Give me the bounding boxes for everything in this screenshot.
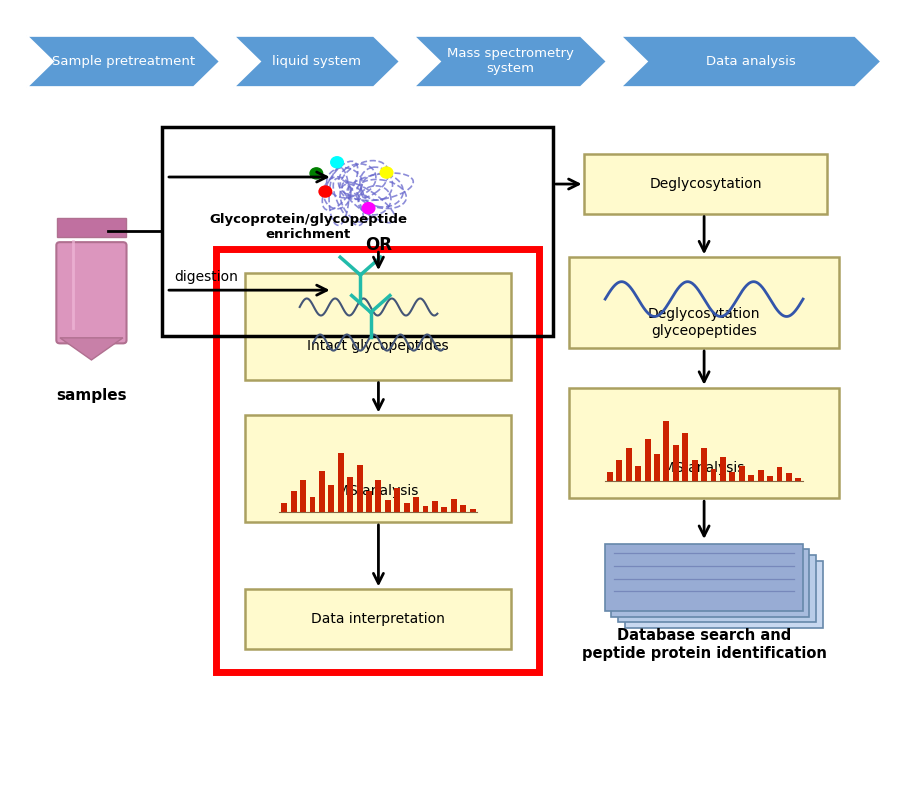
Bar (366, 491, 372, 512)
Polygon shape (233, 36, 400, 87)
Bar (611, 550, 809, 617)
Bar (569, 257, 839, 348)
Bar (432, 502, 438, 512)
Text: MS analysis: MS analysis (337, 484, 419, 498)
Polygon shape (26, 36, 220, 87)
Text: Deglycosytation
glyceopeptides: Deglycosytation glyceopeptides (647, 308, 760, 337)
Bar (469, 509, 476, 512)
Bar (347, 476, 353, 512)
Bar (57, 217, 125, 237)
Text: Glycoprotein/glycopeptide
enrichment: Glycoprotein/glycopeptide enrichment (209, 213, 408, 241)
Circle shape (310, 168, 322, 179)
Bar (422, 507, 429, 512)
Bar (617, 555, 815, 622)
Text: MS analysis: MS analysis (664, 461, 745, 475)
Bar (748, 475, 755, 480)
Polygon shape (60, 338, 123, 360)
Circle shape (380, 167, 393, 178)
Bar (245, 589, 510, 649)
Text: Data interpretation: Data interpretation (311, 612, 445, 626)
Bar (310, 497, 315, 512)
Text: samples: samples (56, 388, 127, 403)
Bar (413, 497, 419, 512)
Bar (767, 475, 773, 480)
Bar (451, 499, 457, 512)
Bar (645, 439, 650, 480)
Bar (682, 433, 688, 480)
Bar (281, 503, 287, 512)
Text: liquid system: liquid system (272, 55, 361, 68)
Text: Intact glycopeptides: Intact glycopeptides (307, 339, 449, 353)
Circle shape (362, 203, 375, 213)
Text: Mass spectrometry
system: Mass spectrometry system (447, 47, 574, 75)
Bar (319, 471, 325, 512)
Text: OR: OR (365, 237, 392, 254)
Circle shape (319, 186, 331, 197)
Text: digestion: digestion (174, 270, 239, 284)
Bar (569, 388, 839, 499)
Bar (441, 507, 448, 512)
Bar (739, 466, 745, 480)
Polygon shape (620, 36, 882, 87)
Bar (664, 421, 669, 480)
Bar (729, 471, 735, 480)
Bar (625, 561, 823, 628)
Bar (776, 467, 783, 480)
Bar (245, 415, 510, 522)
Bar (357, 465, 362, 512)
Bar (605, 544, 803, 611)
Bar (245, 273, 510, 380)
Bar (300, 479, 306, 512)
Bar (162, 127, 553, 336)
Circle shape (331, 157, 343, 168)
Bar (385, 500, 390, 512)
Polygon shape (413, 36, 607, 87)
Bar (215, 249, 539, 672)
Bar (291, 491, 297, 512)
Bar (673, 445, 679, 480)
Bar (617, 459, 622, 480)
Bar (585, 154, 827, 213)
Text: Sample pretreatment: Sample pretreatment (52, 55, 195, 68)
Bar (701, 448, 707, 480)
Bar (607, 471, 613, 480)
Bar (786, 474, 792, 480)
Bar (711, 469, 716, 480)
Bar (394, 488, 400, 512)
Bar (404, 503, 410, 512)
Text: Database search and
peptide protein identification: Database search and peptide protein iden… (582, 628, 826, 661)
Text: Data analysis: Data analysis (706, 55, 795, 68)
Bar (757, 470, 764, 480)
FancyBboxPatch shape (56, 242, 126, 344)
Bar (692, 459, 697, 480)
Bar (720, 457, 725, 480)
Bar (636, 466, 641, 480)
Bar (338, 453, 343, 512)
Bar (329, 486, 334, 512)
Bar (795, 478, 801, 480)
Bar (376, 479, 381, 512)
Bar (460, 505, 466, 512)
Text: Deglycosytation: Deglycosytation (649, 177, 762, 191)
Bar (626, 448, 632, 480)
Bar (654, 454, 660, 480)
